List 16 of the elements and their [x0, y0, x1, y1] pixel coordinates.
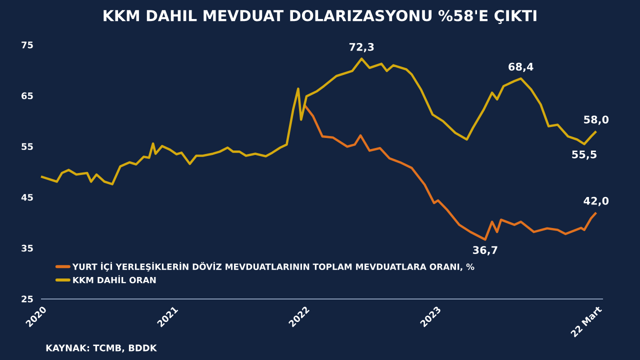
legend-label: KKM DAHİL ORAN: [73, 275, 156, 284]
y-tick-label: 65: [22, 92, 33, 100]
annotation: 42,0: [584, 196, 609, 206]
annotation: 72,3: [349, 42, 374, 52]
annotation: 68,4: [508, 62, 534, 72]
annotation: 36,7: [473, 246, 498, 256]
legend-label: YURT İÇİ YERLEŞİKLERİN DÖVİZ MEVDUATLARININ TOPLAM MEVDUATLARA ORANI, %: [72, 262, 474, 272]
annotation: 58,0: [584, 116, 609, 125]
chart-title: KKM DAHIL MEVDUAT DOLARIZASYONU %58'E ÇIKTI: [104, 10, 536, 24]
y-tick-label: 35: [22, 244, 33, 252]
y-tick-label: 55: [22, 143, 33, 150]
y-tick-label: 75: [22, 42, 33, 48]
y-tick-label: 45: [21, 194, 33, 201]
y-tick-label: 25: [22, 296, 33, 302]
text: KAYNAK: TCMB, BDDK: [46, 344, 158, 352]
annotation: 55,5: [572, 150, 596, 160]
